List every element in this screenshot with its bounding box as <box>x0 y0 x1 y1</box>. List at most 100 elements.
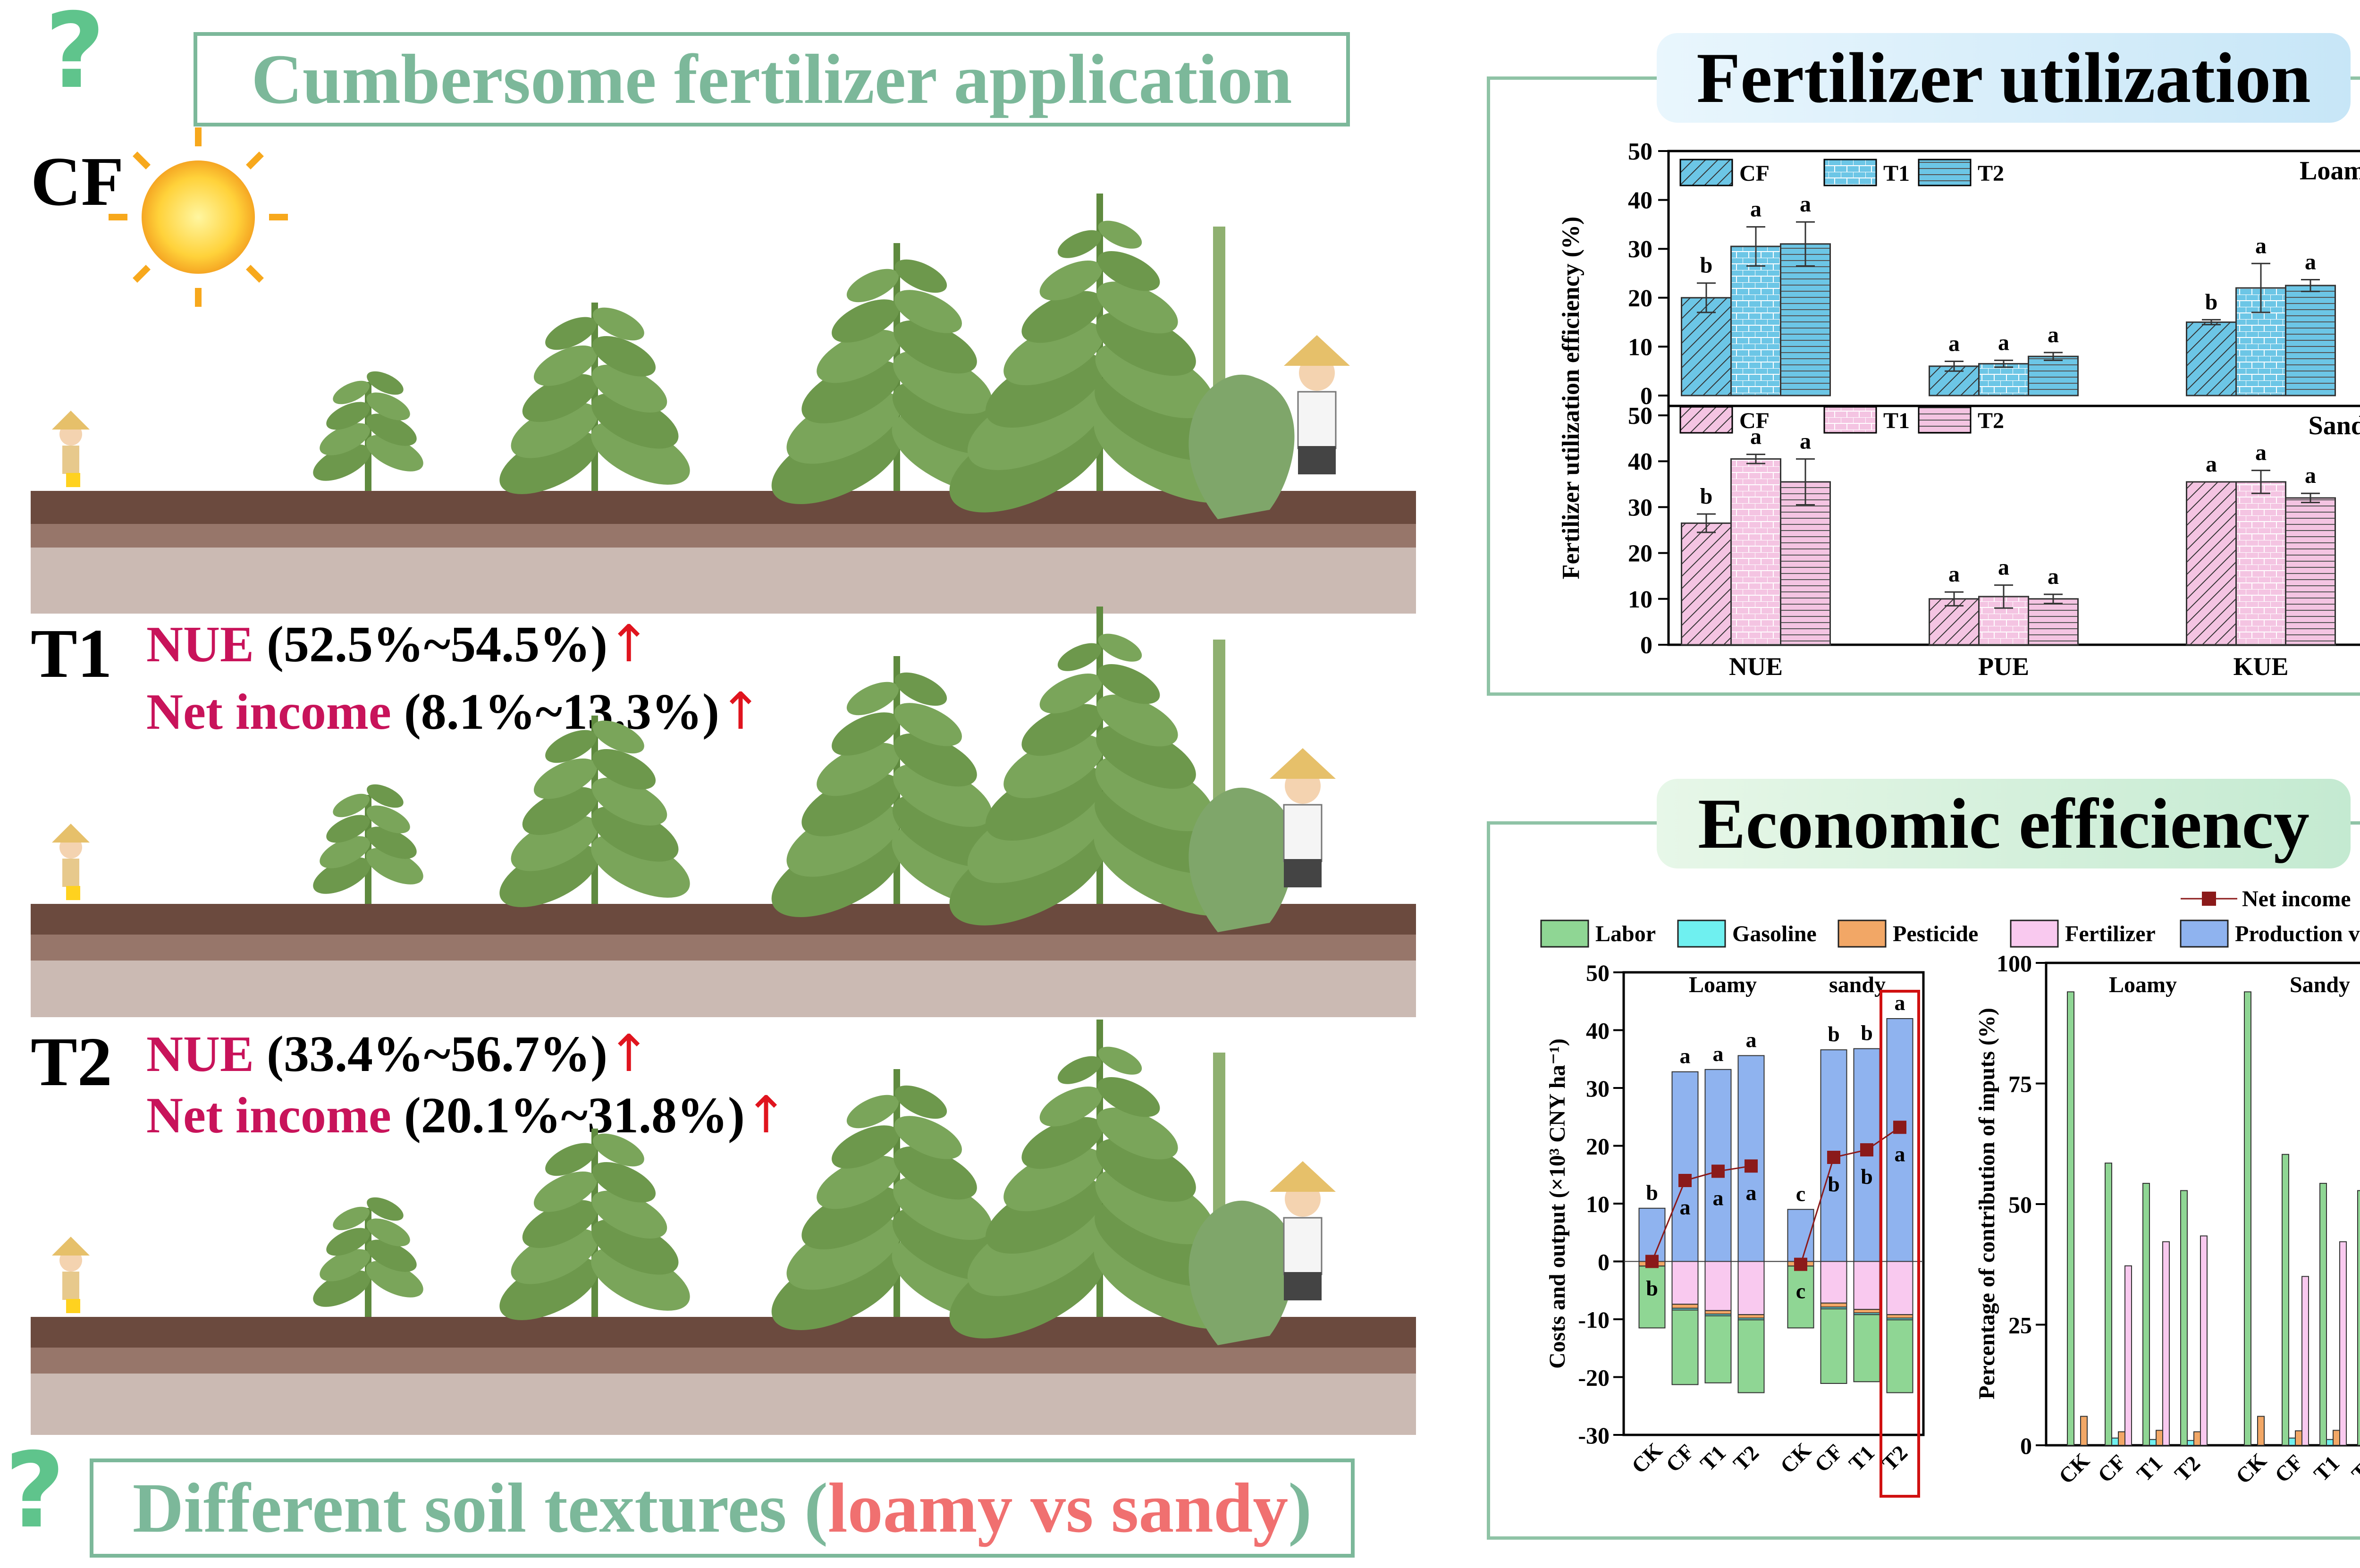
net-income-marker <box>1711 1164 1725 1178</box>
plant-leaf <box>592 1133 644 1167</box>
plant-leaf <box>1096 281 1178 334</box>
net-income-letter: b <box>1646 1276 1658 1300</box>
plant-leaf <box>801 1186 901 1249</box>
plant-leaf <box>545 317 597 350</box>
plant-leaf <box>894 703 962 746</box>
plant-leaf <box>366 805 410 834</box>
contribution-bar-labor <box>2180 1190 2188 1446</box>
x-category-label: CK <box>2054 1448 2094 1488</box>
legend-swatch <box>1823 159 1877 186</box>
significance-letter: a <box>2255 440 2267 465</box>
plant-leaf <box>986 765 1104 841</box>
cost-bar-labor <box>1886 1319 1913 1393</box>
contribution-bar-pesticide <box>2193 1431 2201 1446</box>
net-income-letter: a <box>1680 1195 1691 1219</box>
plant-leaf <box>522 374 598 422</box>
error-bar <box>1796 458 1815 506</box>
plant-leaf <box>592 364 667 413</box>
significance-letter: a <box>1895 991 1905 1015</box>
y-tick-label: 25 <box>2008 1312 2032 1339</box>
field-illustration <box>31 127 1416 1435</box>
contribution-bar-fertilizer <box>2301 1276 2309 1446</box>
cost-bar-pesticide <box>1704 1310 1732 1315</box>
y-tick-label: 30 <box>1628 236 1652 263</box>
net-income-marker <box>1678 1174 1692 1187</box>
contribution-bar-pesticide <box>2156 1430 2163 1446</box>
legend-label: Gasoline <box>1732 921 1817 946</box>
straw-hat-icon <box>1270 1161 1336 1192</box>
bar <box>2028 355 2079 396</box>
worker-body <box>62 1272 79 1300</box>
farmer-shorts <box>1284 859 1322 887</box>
bar <box>2285 497 2336 646</box>
contribution-bar-gasoline <box>2187 1440 2194 1446</box>
significance-letter: b <box>1700 484 1713 509</box>
plant-leaf <box>893 1146 977 1200</box>
net-income-letter: a <box>1746 1180 1757 1205</box>
y-tick-label: 100 <box>1997 950 2032 977</box>
sun-icon <box>109 127 288 307</box>
cost-bar-pesticide <box>1671 1304 1699 1309</box>
y-tick-label: 0 <box>1640 632 1652 659</box>
significance-letter: b <box>2205 289 2218 314</box>
legend-swatch <box>1837 919 1887 948</box>
t2-nue-stat: NUE (33.4%~56.7%)↑ <box>146 1024 650 1083</box>
bottom-title-box: Different soil textures (loamy vs sandy) <box>90 1458 1355 1558</box>
y-tick-label: 10 <box>1628 334 1652 361</box>
x-category-label: CF <box>1661 1439 1698 1476</box>
production-value-bar <box>1737 1055 1765 1262</box>
contribution-bar-labor <box>2105 1163 2112 1446</box>
contribution-bar-pesticide <box>2257 1416 2265 1446</box>
fertilizer-bucket-icon <box>66 886 80 900</box>
plant-leaf <box>786 803 902 877</box>
y-tick-label: 75 <box>2008 1071 2032 1097</box>
bar <box>1780 243 1831 396</box>
plant-leaf <box>591 393 679 449</box>
plant-leaf <box>1096 694 1178 747</box>
significance-letter: a <box>1750 424 1762 449</box>
production-value-bar <box>1886 1018 1913 1262</box>
plant-leaf <box>1095 755 1214 832</box>
contribution-bar-labor <box>2244 991 2251 1446</box>
x-category-label: KUE <box>2233 652 2288 681</box>
plant-leaf <box>1097 1077 1160 1117</box>
y-tick-label: 0 <box>1640 383 1652 410</box>
y-tick-label: 20 <box>1628 540 1652 567</box>
cost-bar-labor <box>1737 1319 1765 1393</box>
x-category-label: T2 <box>2170 1451 2205 1486</box>
plant-leaf <box>592 777 667 826</box>
plant-leaf <box>986 1178 1104 1254</box>
row-label-cf: CF <box>31 143 124 220</box>
cost-bar-fertilizer <box>1820 1261 1847 1304</box>
net-income-marker <box>1794 1257 1807 1271</box>
cost-bar-labor <box>1671 1309 1699 1385</box>
y-tick-label: -30 <box>1578 1422 1610 1449</box>
up-arrow-icon: ↑ <box>719 682 762 741</box>
legend-label: T1 <box>1883 161 1910 186</box>
plant-leaf <box>1021 291 1103 343</box>
plant-leaf <box>591 422 690 485</box>
y-tick-label: 40 <box>1628 187 1652 214</box>
bar <box>2285 285 2336 396</box>
legend-label: T1 <box>1883 408 1910 433</box>
group-label: Sandy <box>2290 972 2350 997</box>
plant-leaf <box>894 1085 947 1119</box>
question-mark-icon-bottom: ? <box>5 1430 65 1551</box>
contribution-bar-labor <box>2067 991 2074 1446</box>
plant-leaf <box>893 351 992 414</box>
x-category-label: T2 <box>1877 1441 1912 1475</box>
plant-leaf <box>366 826 417 859</box>
significance-letter: a <box>2305 249 2316 274</box>
contribution-bar-gasoline <box>2326 1439 2334 1446</box>
plant-leaf <box>367 784 404 808</box>
panel-name: Loamy <box>2300 156 2360 185</box>
plant-leaf <box>367 371 404 395</box>
legend-swatch <box>1823 406 1877 434</box>
x-category-label: NUE <box>1729 652 1783 681</box>
economic-panel-title: Economic efficiency <box>1657 779 2351 868</box>
plant-leaf <box>894 290 962 333</box>
legend-label: Fertilizer <box>2065 921 2156 946</box>
plant-leaf <box>313 857 371 894</box>
plant-leaf <box>522 787 598 835</box>
